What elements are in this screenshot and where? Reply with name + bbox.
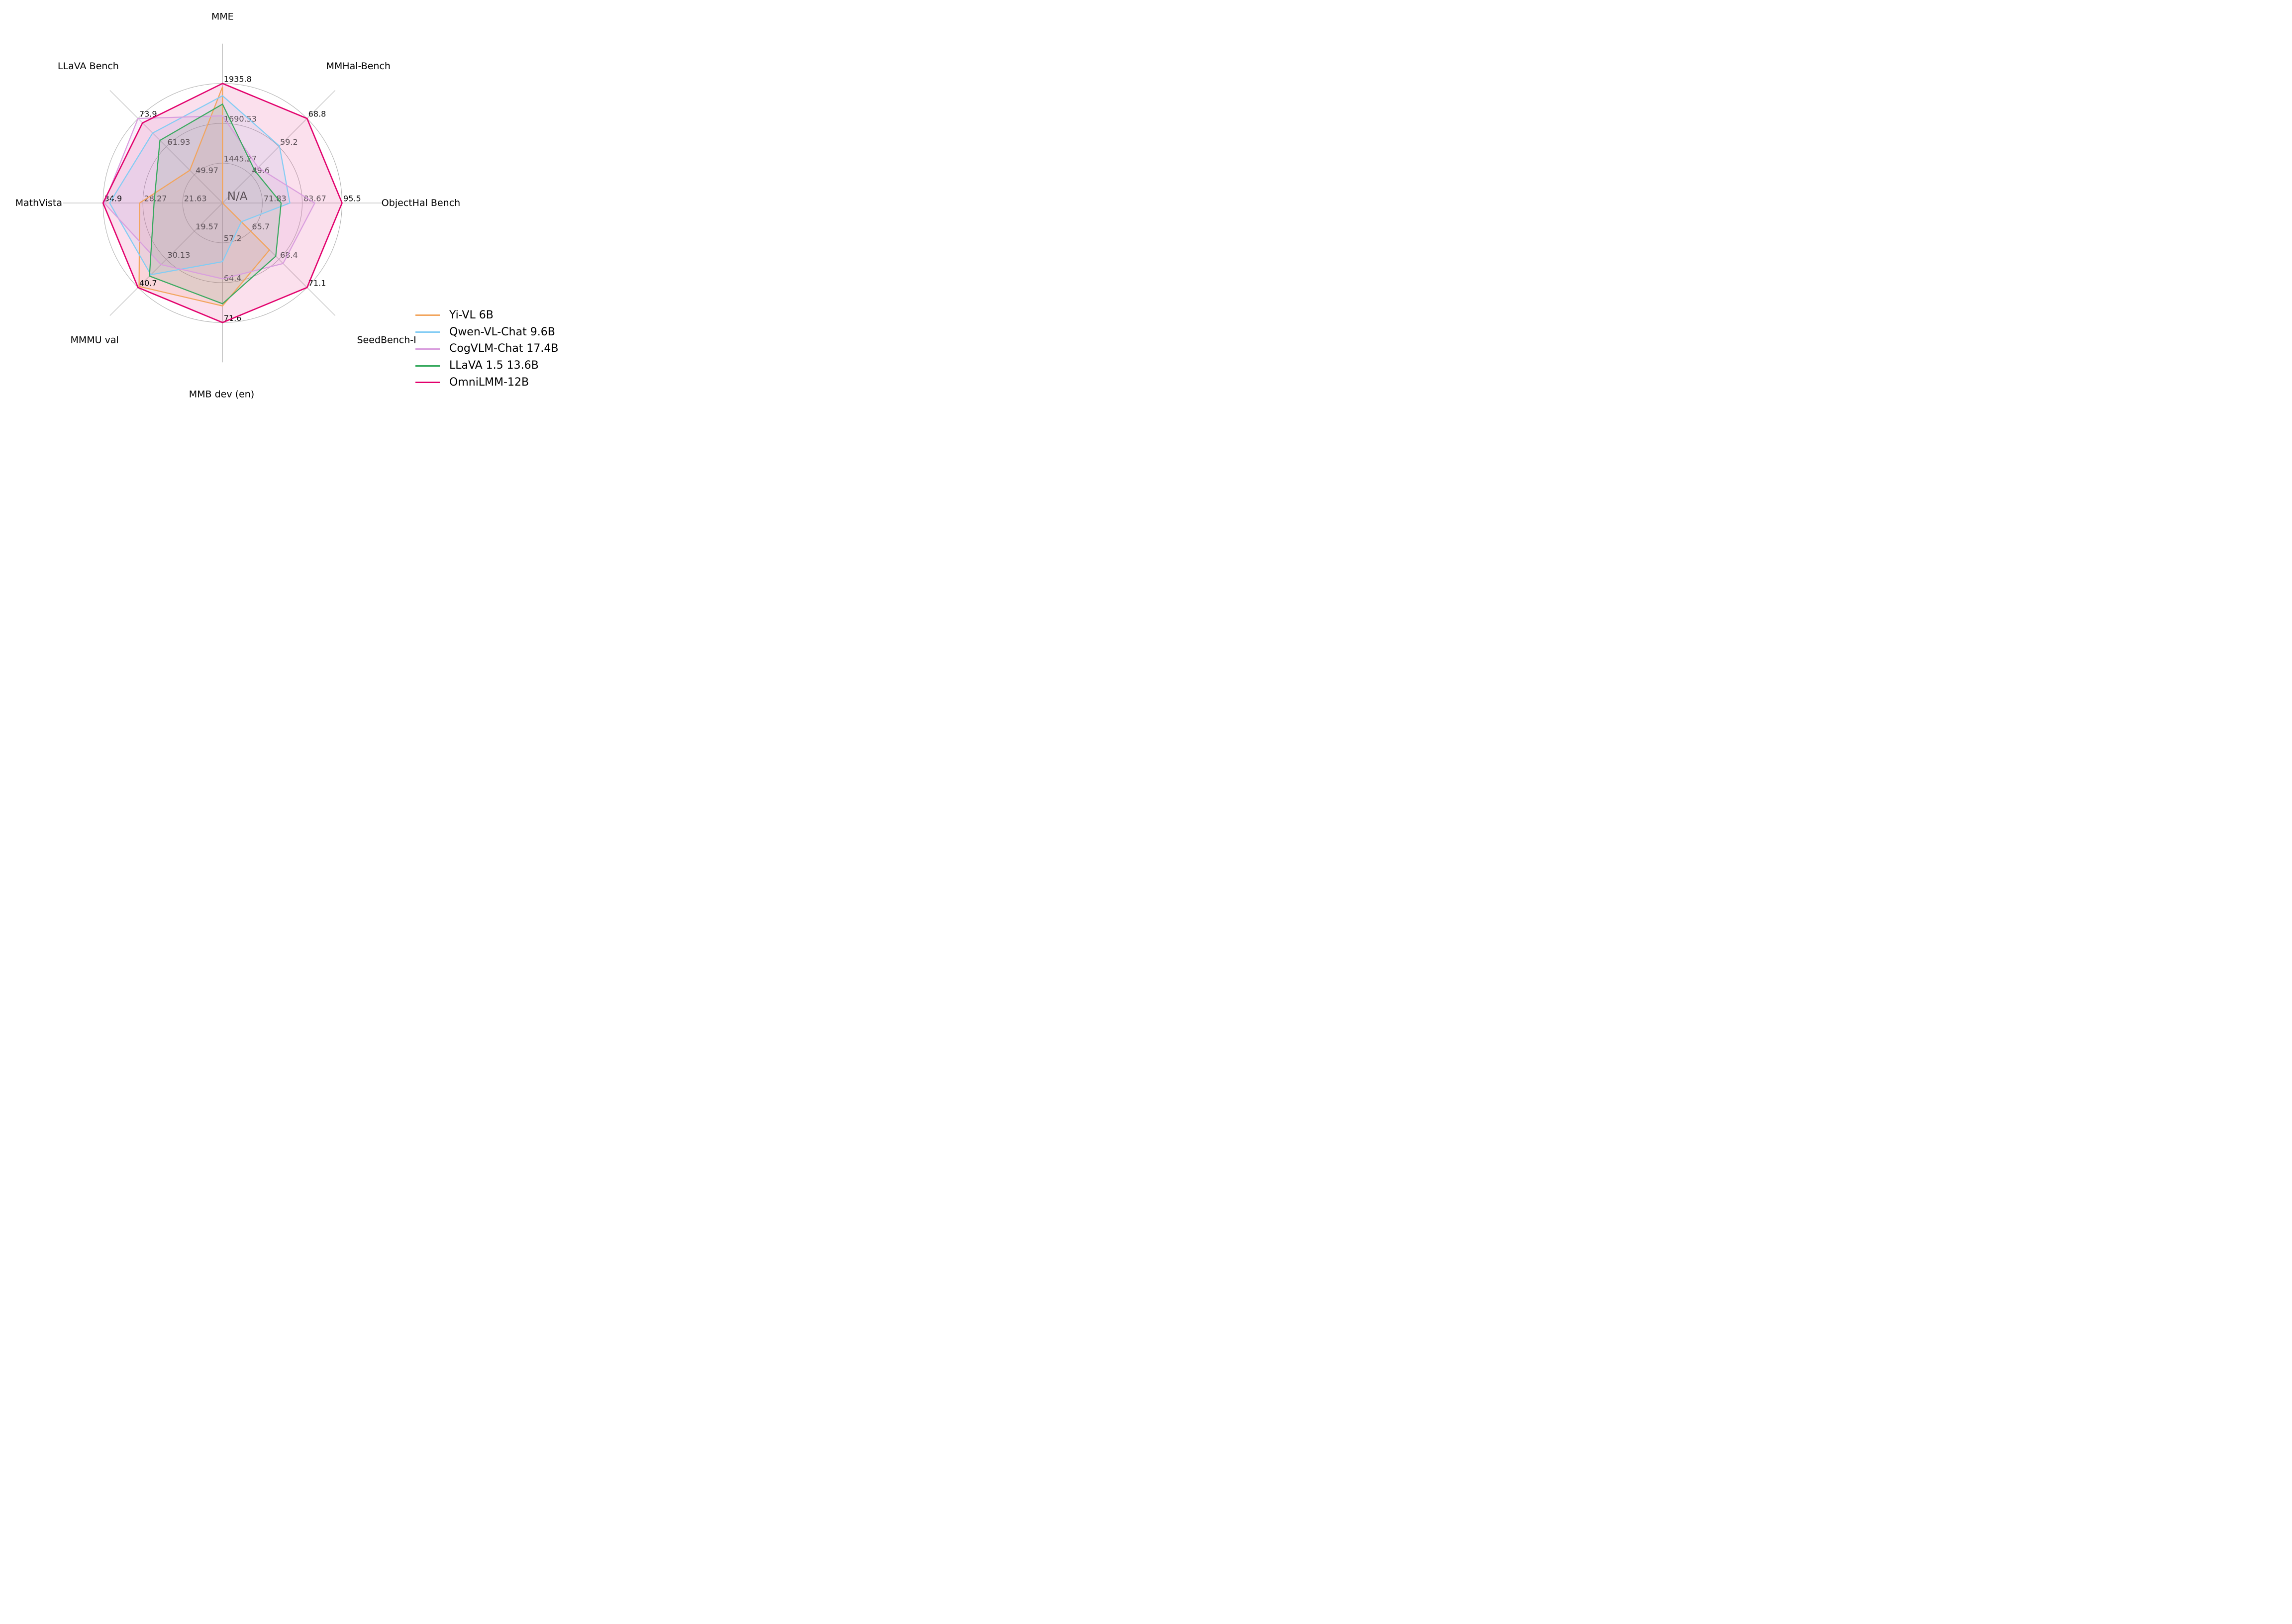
tick-label: 1445.27 <box>224 154 257 163</box>
axis-label-mme: MME <box>211 11 234 22</box>
radar-axis-spoke <box>109 203 223 316</box>
tick-label: 71.1 <box>308 278 326 288</box>
tick-label: 21.63 <box>184 194 207 203</box>
tick-label: 1935.8 <box>224 74 252 84</box>
axis-label-mathvista: MathVista <box>15 198 62 208</box>
axis-label-llava-bench: LLaVA Bench <box>58 61 119 72</box>
tick-label: 95.5 <box>343 194 361 203</box>
series-line-cogvlm-chat-17-4b <box>103 115 316 280</box>
tick-label: 30.13 <box>168 250 191 260</box>
tick-label: 83.67 <box>303 194 326 203</box>
series-fill-yi-vl-6b <box>139 87 270 306</box>
series-fill-qwen-vl-chat-9-6b <box>109 96 290 275</box>
series-fill-cogvlm-chat-17-4b <box>104 115 315 279</box>
tick-label: 64.4 <box>224 274 242 283</box>
series-line-llava-1-5-13-6b <box>149 103 282 304</box>
center-na-label: N/A <box>227 190 248 203</box>
series-line-qwen-vl-chat-9-6b <box>109 95 291 276</box>
series-line-omnilmm-12b <box>102 83 343 323</box>
tick-label: 57.2 <box>224 234 242 243</box>
tick-label: 61.93 <box>168 137 191 147</box>
tick-label: 49.97 <box>196 166 218 175</box>
radar-axis-spoke <box>222 90 336 203</box>
series-line-yi-vl-6b <box>138 87 271 307</box>
tick-label: 1690.53 <box>224 114 257 123</box>
tick-label: 68.8 <box>308 109 326 119</box>
axis-label-mmmu-val: MMMU val <box>71 334 119 345</box>
tick-label: 68.4 <box>280 250 298 260</box>
radar-chart-figure: 1445.27 1690.53 1935.8 49.6 59.2 68.8 71.83 83.… <box>0 0 573 406</box>
tick-label: 59.2 <box>280 137 298 147</box>
tick-label: 71.83 <box>264 194 287 203</box>
tick-label: 73.9 <box>139 109 157 119</box>
tick-label: 40.7 <box>139 278 157 288</box>
axis-label-objecthal-bench: ObjectHal Bench <box>382 198 460 208</box>
radar-axis-spoke <box>109 90 223 203</box>
axis-label-seedbench-i: SeedBench-I <box>357 334 416 345</box>
tick-label: 34.9 <box>104 194 122 203</box>
axis-label-mmb-dev-en-: MMB dev (en) <box>189 389 254 400</box>
series-fill-llava-1-5-13-6b <box>149 104 282 304</box>
tick-label: 19.57 <box>196 222 218 231</box>
tick-label: 28.27 <box>144 194 167 203</box>
tick-label: 65.7 <box>252 222 270 231</box>
axis-label-mmhal-bench: MMHal-Bench <box>326 61 391 72</box>
